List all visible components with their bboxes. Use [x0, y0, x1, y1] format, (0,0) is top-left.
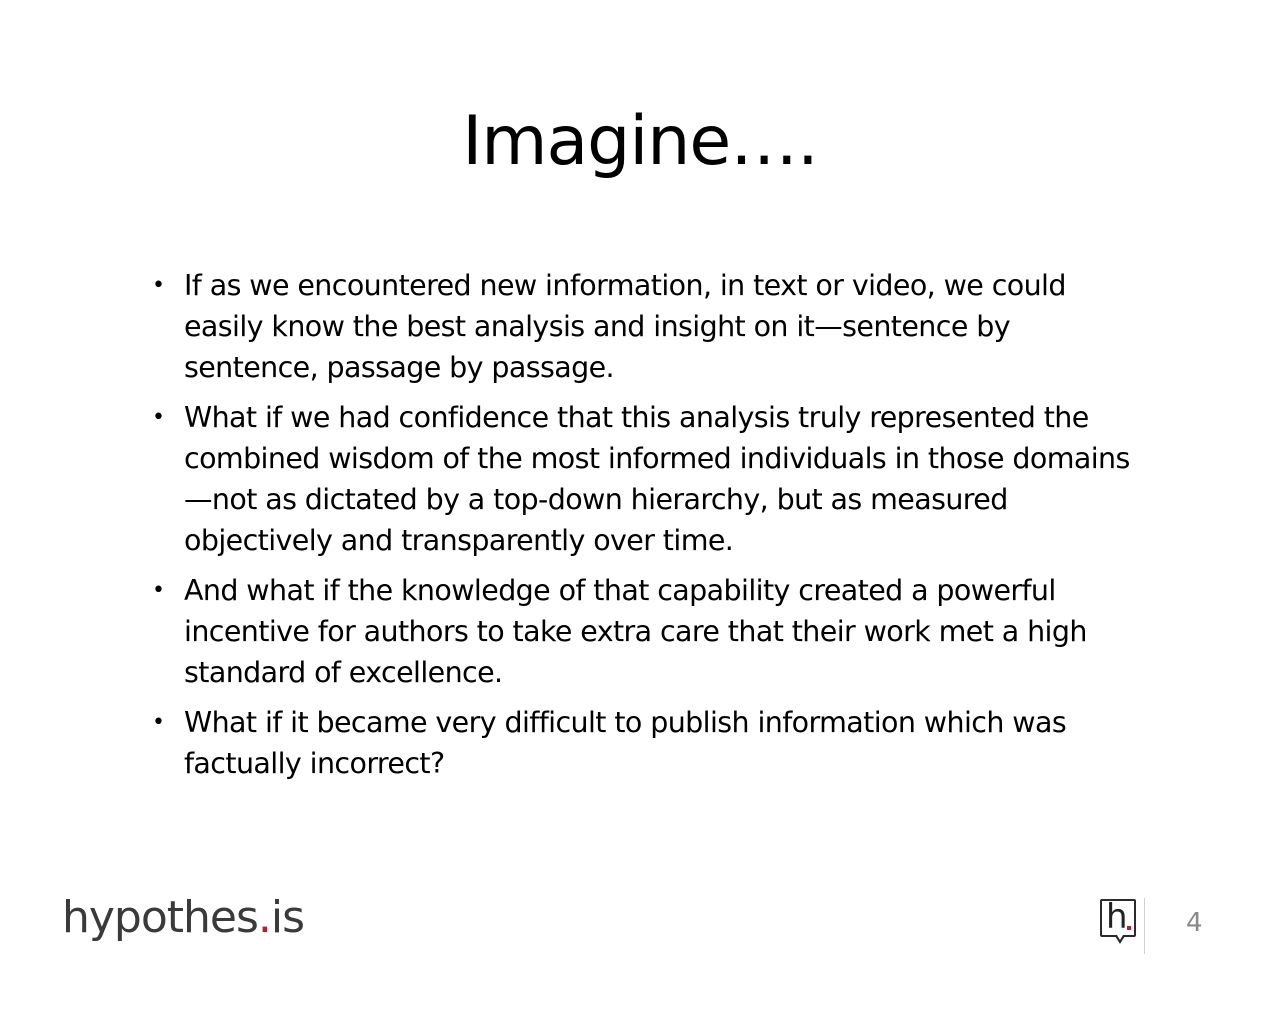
bullet-item: • What if it became very difficult to pu…: [148, 702, 1148, 784]
bullet-text: What if we had confidence that this anal…: [184, 401, 1130, 557]
h-icon-letter: h: [1106, 897, 1128, 937]
bullet-item: • What if we had confidence that this an…: [148, 397, 1148, 561]
bullet-text: If as we encountered new information, in…: [184, 269, 1066, 384]
h-icon-dot: [1127, 926, 1131, 930]
bullet-dot-icon: •: [152, 273, 165, 298]
bullet-text: And what if the knowledge of that capabi…: [184, 574, 1087, 689]
footer-divider: [1144, 898, 1145, 954]
bullet-dot-icon: •: [152, 405, 165, 430]
bullet-dot-icon: •: [152, 578, 165, 603]
slide-title: Imagine….: [462, 102, 819, 181]
hypothesis-logo: hypothes.is: [62, 896, 305, 940]
logo-dot: .: [257, 892, 272, 943]
bullet-dot-icon: •: [152, 710, 165, 735]
logo-suffix-text: is: [270, 892, 305, 943]
hypothesis-h-icon: h: [1100, 897, 1136, 944]
page-number: 4: [1186, 908, 1203, 938]
bullet-text: What if it became very difficult to publ…: [184, 706, 1067, 780]
bullet-list: • If as we encountered new information, …: [148, 265, 1148, 793]
h-icon-tail: [1115, 936, 1125, 944]
logo-main-text: hypothes: [62, 892, 259, 943]
bullet-item: • And what if the knowledge of that capa…: [148, 570, 1148, 693]
h-icon-tail-inner: [1117, 935, 1123, 940]
bullet-item: • If as we encountered new information, …: [148, 265, 1148, 388]
